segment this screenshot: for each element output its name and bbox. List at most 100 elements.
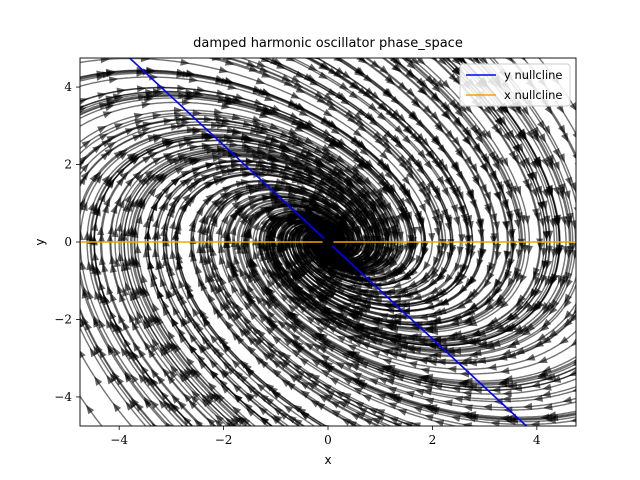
stream-arrowhead	[347, 420, 357, 426]
stream-arrowhead	[168, 342, 177, 352]
stream-arrowhead	[184, 280, 192, 290]
stream-arrowhead	[162, 367, 171, 377]
stream-arrowhead	[295, 166, 305, 174]
stream-arrowhead	[347, 115, 357, 124]
stream-arrowhead	[198, 344, 207, 354]
stream-arrowhead	[204, 134, 214, 142]
stream-arrowhead	[286, 381, 296, 391]
stream-arrowhead	[573, 207, 576, 212]
stream-arrowhead	[80, 261, 83, 266]
stream-arrowhead	[416, 225, 424, 236]
stream-arrowhead	[180, 170, 190, 178]
stream-arrowhead	[434, 419, 445, 426]
y-tick-label: 2	[64, 158, 72, 172]
stream-arrowhead	[106, 141, 117, 150]
stream-arrowhead	[193, 369, 202, 379]
stream-arrowhead	[231, 359, 241, 369]
stream-arrowhead	[225, 297, 233, 307]
stream-arrowhead	[178, 334, 187, 344]
stream-arrowhead	[80, 170, 89, 181]
y-tick-label: 4	[64, 80, 72, 94]
stream-arrowhead	[443, 177, 452, 187]
stream-arrowhead	[207, 382, 217, 392]
stream-arrowhead	[565, 176, 572, 187]
stream-arrowhead	[411, 422, 421, 426]
stream-arrowhead	[106, 179, 115, 189]
stream-arrowhead	[152, 88, 162, 96]
stream-arrowhead	[363, 227, 371, 237]
stream-arrowhead	[232, 383, 242, 393]
stream-arrowhead	[419, 276, 429, 285]
stream-arrowhead	[287, 415, 297, 424]
stream-arrowhead	[100, 58, 110, 64]
stream-arrowhead	[256, 329, 266, 339]
stream-arrowhead	[127, 198, 135, 208]
stream-arrowhead	[379, 150, 389, 160]
stream-arrowhead	[421, 271, 431, 281]
stream-arrowhead	[206, 417, 216, 426]
stream-arrowhead	[305, 315, 316, 325]
stream-arrowhead	[187, 194, 197, 204]
stream-arrowhead	[179, 317, 188, 328]
stream-arrowhead	[213, 200, 223, 209]
stream-arrowhead	[401, 175, 410, 185]
stream-arrowhead	[159, 277, 167, 288]
stream-arrowhead	[398, 182, 408, 193]
stream-arrowhead	[172, 193, 182, 204]
stream-arrowhead	[86, 404, 95, 415]
stream-arrowhead	[370, 255, 381, 264]
stream-arrowhead	[533, 394, 543, 402]
stream-arrowhead	[231, 95, 241, 103]
stream-arrowhead	[343, 200, 353, 210]
stream-arrowhead	[274, 184, 284, 192]
stream-arrowhead	[396, 231, 404, 241]
stream-arrowhead	[375, 409, 386, 416]
stream-arrowhead	[353, 387, 363, 395]
stream-arrowhead	[402, 212, 410, 222]
stream-arrowhead	[315, 402, 326, 411]
stream-arrowhead	[175, 250, 183, 261]
stream-arrowhead	[215, 225, 223, 236]
stream-arrowhead	[131, 321, 140, 331]
stream-arrowhead	[94, 376, 103, 386]
stream-arrowhead	[334, 139, 345, 148]
stream-arrowhead	[169, 220, 176, 230]
stream-arrowhead	[157, 175, 167, 184]
stream-arrowhead	[267, 146, 278, 154]
stream-arrowhead	[151, 338, 160, 348]
stream-arrowhead	[232, 406, 242, 415]
stream-arrowhead	[98, 319, 106, 329]
stream-arrowhead	[235, 335, 245, 345]
stream-arrowhead	[488, 262, 496, 272]
stream-arrowhead	[138, 348, 146, 359]
stream-arrowhead	[109, 263, 117, 273]
stream-arrowhead	[136, 66, 146, 75]
stream-arrowhead	[152, 157, 162, 165]
stream-arrowhead	[290, 91, 301, 99]
stream-arrowhead	[257, 157, 268, 165]
stream-arrowhead	[209, 359, 218, 369]
stream-arrowhead	[472, 386, 482, 394]
stream-arrowhead	[94, 266, 102, 276]
stream-arrowhead	[296, 122, 306, 130]
stream-arrowhead	[131, 228, 139, 238]
stream-arrowhead	[388, 259, 398, 268]
stream-arrowhead	[239, 287, 247, 298]
stream-arrowhead	[301, 257, 310, 267]
stream-arrowhead	[162, 306, 170, 317]
stream-arrowhead	[523, 402, 533, 410]
stream-arrowhead	[142, 248, 150, 258]
stream-arrowhead	[215, 75, 225, 82]
stream-arrowhead	[290, 75, 301, 83]
stream-arrowhead	[369, 188, 378, 198]
stream-arrowhead	[186, 357, 195, 367]
stream-arrowhead	[231, 300, 240, 311]
stream-arrowhead	[422, 261, 431, 271]
stream-arrowhead	[303, 159, 314, 166]
stream-arrowhead	[318, 62, 328, 71]
stream-arrowhead	[402, 291, 412, 299]
stream-arrowhead	[113, 347, 121, 357]
stream-arrowhead	[314, 90, 324, 99]
stream-arrowhead	[116, 324, 124, 334]
stream-arrowhead	[283, 79, 294, 86]
